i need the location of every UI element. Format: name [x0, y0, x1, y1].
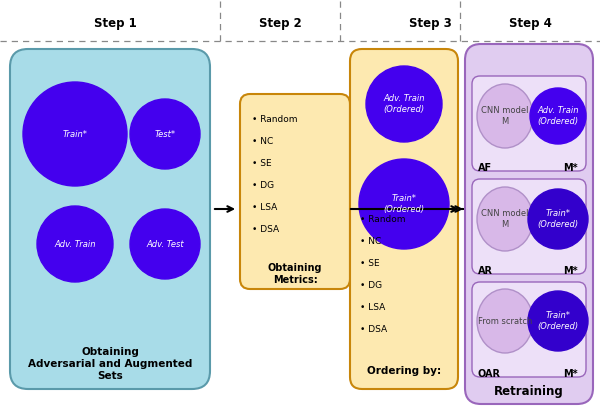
Circle shape — [528, 189, 588, 249]
Text: Adv. Train
(Ordered): Adv. Train (Ordered) — [537, 106, 579, 126]
Text: Test*: Test* — [154, 129, 176, 139]
Text: • SE: • SE — [360, 259, 380, 267]
FancyBboxPatch shape — [472, 282, 586, 377]
Text: Obtaining
Metrics:: Obtaining Metrics: — [268, 263, 322, 285]
FancyBboxPatch shape — [10, 49, 210, 389]
Circle shape — [130, 99, 200, 169]
Text: Step 2: Step 2 — [259, 18, 301, 31]
Ellipse shape — [477, 187, 533, 251]
Text: Train*: Train* — [62, 129, 88, 139]
Text: • NC: • NC — [252, 137, 273, 145]
Text: Adv. Train: Adv. Train — [54, 240, 96, 248]
Ellipse shape — [477, 289, 533, 353]
Text: Step 4: Step 4 — [509, 18, 551, 31]
Text: Obtaining
Adversarial and Augmented
Sets: Obtaining Adversarial and Augmented Sets — [28, 347, 192, 380]
FancyBboxPatch shape — [350, 49, 458, 389]
Circle shape — [366, 66, 442, 142]
Text: • Random: • Random — [360, 215, 406, 223]
Text: AF: AF — [478, 163, 492, 173]
Text: M*: M* — [563, 163, 578, 173]
Text: Train*
(Ordered): Train* (Ordered) — [383, 194, 425, 214]
Text: Retraining: Retraining — [494, 385, 564, 398]
Text: CNN model
M: CNN model M — [481, 210, 529, 229]
Text: From scratch: From scratch — [478, 316, 532, 326]
Text: M*: M* — [563, 369, 578, 379]
FancyBboxPatch shape — [472, 179, 586, 274]
Circle shape — [37, 206, 113, 282]
Circle shape — [528, 291, 588, 351]
Text: AR: AR — [478, 266, 493, 276]
Text: • SE: • SE — [252, 158, 272, 168]
Text: • Random: • Random — [252, 114, 298, 124]
Circle shape — [530, 88, 586, 144]
Text: Step 1: Step 1 — [94, 18, 136, 31]
Text: • NC: • NC — [360, 236, 381, 246]
Text: Ordering by:: Ordering by: — [367, 366, 441, 376]
Text: • DG: • DG — [360, 280, 382, 290]
FancyBboxPatch shape — [465, 44, 593, 404]
Ellipse shape — [477, 84, 533, 148]
FancyBboxPatch shape — [472, 76, 586, 171]
Circle shape — [23, 82, 127, 186]
Text: • DSA: • DSA — [360, 324, 387, 334]
Text: Adv. Train
(Ordered): Adv. Train (Ordered) — [383, 94, 425, 114]
Text: CNN model
M: CNN model M — [481, 106, 529, 126]
Text: • LSA: • LSA — [360, 303, 385, 311]
Text: • DG: • DG — [252, 181, 274, 189]
Text: Train*
(Ordered): Train* (Ordered) — [538, 311, 578, 331]
Circle shape — [130, 209, 200, 279]
Text: Step 3: Step 3 — [409, 18, 451, 31]
Text: • DSA: • DSA — [252, 225, 279, 233]
Circle shape — [359, 159, 449, 249]
Text: M*: M* — [563, 266, 578, 276]
FancyBboxPatch shape — [240, 94, 350, 289]
Text: Train*
(Ordered): Train* (Ordered) — [538, 210, 578, 229]
Text: • LSA: • LSA — [252, 202, 277, 212]
Text: Adv. Test: Adv. Test — [146, 240, 184, 248]
Text: OAR: OAR — [478, 369, 501, 379]
